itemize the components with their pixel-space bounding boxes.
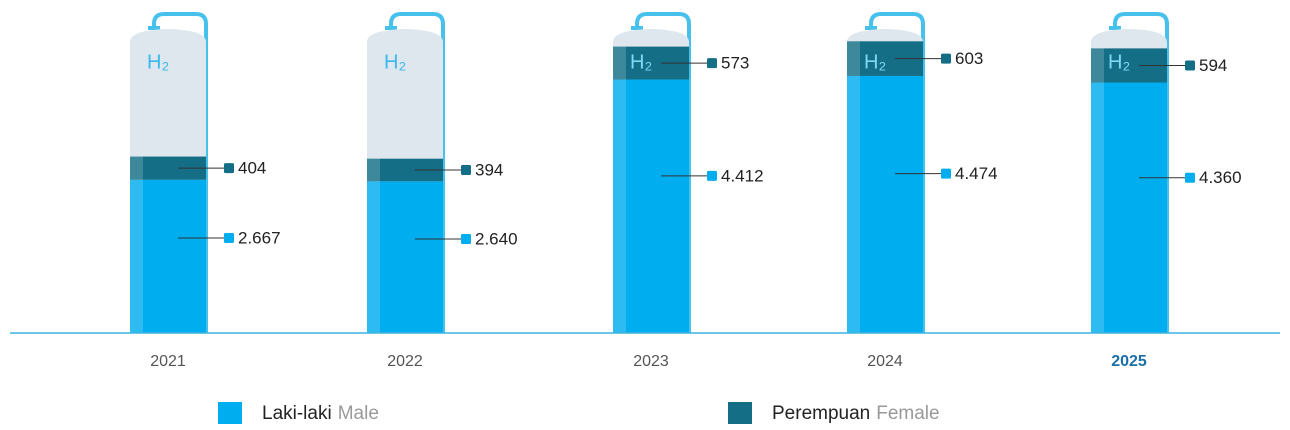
leader-marker [941,168,951,179]
legend-label: Perempuan Female [772,403,940,424]
pipe [1113,12,1169,333]
bar-segment [1091,82,1167,333]
leader-marker [1185,60,1195,71]
pipe [152,12,208,333]
value-label: 404 [238,159,266,178]
leader-marker [707,58,717,69]
value-label: 603 [955,49,983,68]
value-label: 394 [475,160,503,179]
x-tick-label: 2022 [387,353,423,370]
bar-highlight [1091,48,1104,83]
legend-label: Laki-laki Male [262,403,379,424]
tank-label: H₂ [630,51,652,73]
leader-marker [941,53,951,64]
bar-segment [367,158,443,182]
tank-label: H₂ [864,51,886,73]
bar-highlight [1091,82,1104,333]
bar-highlight [613,79,626,333]
leader-marker [461,165,471,176]
x-tick-label: 2023 [633,353,669,370]
value-label: 573 [721,54,749,73]
value-label: 4.360 [1199,168,1242,187]
bar-highlight [847,41,860,76]
legend-translation: Female [876,403,939,424]
pipe [635,12,691,333]
legend-translation: Male [338,403,379,424]
pipe [869,12,925,333]
bar-segment [613,79,689,333]
pipe [389,12,445,333]
x-tick-label: 2021 [150,353,186,370]
value-label: 4.412 [721,166,764,185]
nozzle [1109,26,1121,30]
leader-marker [461,233,471,244]
x-tick-label: 2024 [867,353,903,370]
bar-highlight [367,158,380,182]
value-label: 4.474 [955,164,998,183]
legend-name: Perempuan [772,403,870,424]
nozzle [865,26,877,30]
tank-label: H₂ [1108,51,1130,73]
bar-segment [847,75,923,333]
value-label: 594 [1199,56,1227,75]
bar-segment [130,156,206,180]
legend-name: Laki-laki [262,403,332,424]
nozzle [385,26,397,30]
bar-highlight [130,179,143,333]
legend-swatch [728,402,752,424]
leader-marker [1185,172,1195,183]
bar-segment [367,181,443,333]
legend-swatch [218,402,242,424]
bar-highlight [613,46,626,80]
x-tick-label: 2025 [1111,353,1147,370]
tank-label: H₂ [147,51,169,73]
bar-segment [130,179,206,333]
leader-marker [224,233,234,244]
bar-highlight [130,156,143,180]
nozzle [148,26,160,30]
leader-marker [707,170,717,181]
nozzle [631,26,643,30]
tank-label: H₂ [384,51,406,73]
bar-highlight [367,181,380,333]
bar-highlight [847,75,860,333]
value-label: 2.640 [475,229,518,248]
value-label: 2.667 [238,228,281,247]
leader-marker [224,163,234,174]
